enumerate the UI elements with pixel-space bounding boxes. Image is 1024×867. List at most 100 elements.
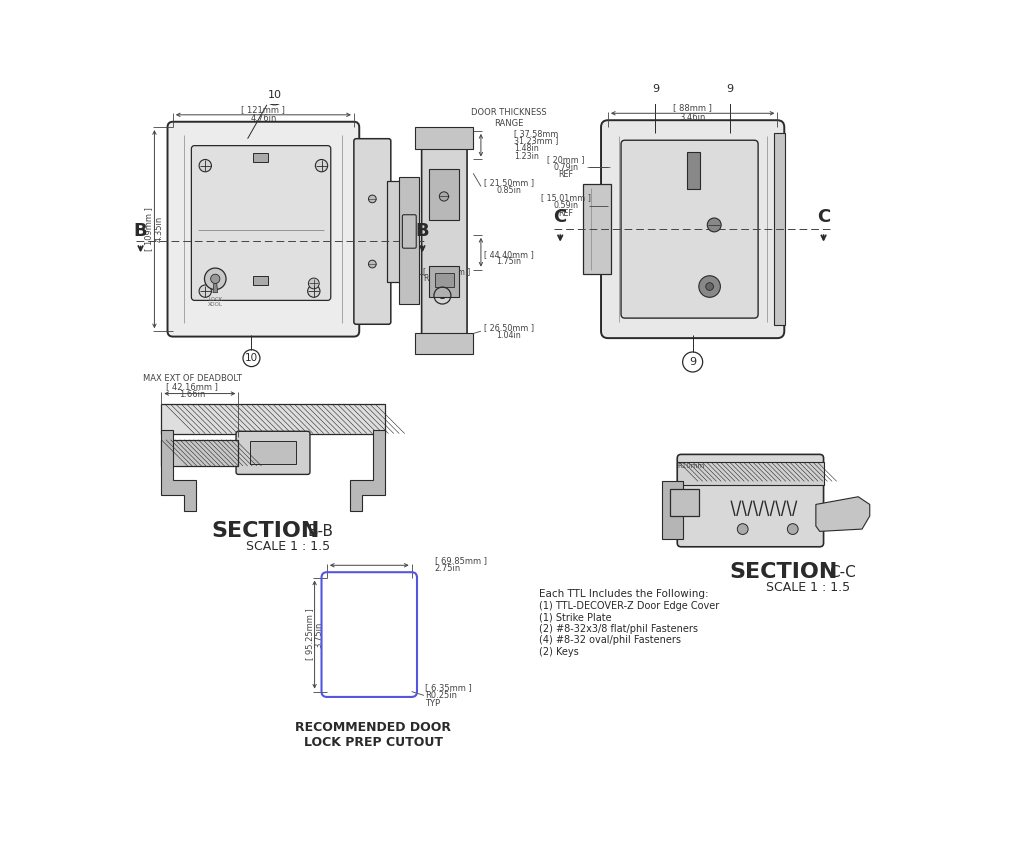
Text: C-C: C-C xyxy=(829,564,856,580)
Bar xyxy=(774,134,785,325)
Bar xyxy=(250,441,296,465)
Text: [ 15.01mm ]: [ 15.01mm ] xyxy=(541,193,591,203)
Text: (4) #8-32 oval/phil Fasteners: (4) #8-32 oval/phil Fasteners xyxy=(539,636,681,645)
Text: 2.75in: 2.75in xyxy=(435,564,461,573)
Text: 3.75in: 3.75in xyxy=(314,622,324,648)
Text: [ 109mm ]: [ 109mm ] xyxy=(144,207,154,251)
Text: 0.79in: 0.79in xyxy=(553,163,579,172)
Bar xyxy=(416,333,473,355)
Text: SCALE 1 : 1.5: SCALE 1 : 1.5 xyxy=(766,581,850,594)
Text: 9: 9 xyxy=(689,357,696,367)
Polygon shape xyxy=(213,284,217,293)
Text: SCALE 1 : 1.5: SCALE 1 : 1.5 xyxy=(247,540,331,553)
Text: 10: 10 xyxy=(267,90,282,100)
FancyBboxPatch shape xyxy=(422,130,467,351)
Text: 4.76in: 4.76in xyxy=(250,114,276,123)
Text: 1.66in: 1.66in xyxy=(179,390,206,399)
Text: B-B: B-B xyxy=(308,524,334,539)
Text: 1.23in: 1.23in xyxy=(514,152,539,161)
Circle shape xyxy=(211,274,220,284)
FancyBboxPatch shape xyxy=(237,431,310,474)
Text: 1.04in: 1.04in xyxy=(497,330,521,340)
Text: [ 95.25mm ]: [ 95.25mm ] xyxy=(305,609,314,661)
Text: 0.59in: 0.59in xyxy=(553,201,579,210)
Text: R10mm: R10mm xyxy=(677,463,705,469)
Text: 9: 9 xyxy=(726,83,733,94)
Text: [ 15.50mm ]: [ 15.50mm ] xyxy=(423,267,470,276)
Circle shape xyxy=(315,160,328,172)
Text: Each TTL Includes the Following:: Each TTL Includes the Following: xyxy=(539,590,709,599)
Text: (1) TTL-DECOVER-Z Door Edge Cover: (1) TTL-DECOVER-Z Door Edge Cover xyxy=(539,601,719,610)
Bar xyxy=(677,462,823,486)
Text: [ 6.35mm ]: [ 6.35mm ] xyxy=(425,683,472,692)
Text: R0.49in: R0.49in xyxy=(423,274,453,283)
Circle shape xyxy=(199,160,211,172)
Text: 0.85in: 0.85in xyxy=(497,186,521,195)
Circle shape xyxy=(708,218,721,231)
Text: [ 69.85mm ]: [ 69.85mm ] xyxy=(435,556,486,565)
Bar xyxy=(435,273,454,287)
Bar xyxy=(584,185,611,274)
Bar xyxy=(387,181,409,282)
Text: [ 44.40mm ]: [ 44.40mm ] xyxy=(483,250,534,258)
Text: [ 21.50mm ]: [ 21.50mm ] xyxy=(483,178,534,187)
Text: C: C xyxy=(817,208,830,225)
Text: TYP: TYP xyxy=(425,699,440,707)
Text: [ 88mm ]: [ 88mm ] xyxy=(673,103,712,113)
Circle shape xyxy=(737,524,749,534)
Bar xyxy=(686,152,700,189)
Circle shape xyxy=(307,285,319,297)
Text: 4.35in: 4.35in xyxy=(155,216,164,242)
Text: 9: 9 xyxy=(652,83,659,94)
Bar xyxy=(429,169,460,219)
FancyBboxPatch shape xyxy=(402,215,416,248)
Text: [ 26.50mm ]: [ 26.50mm ] xyxy=(483,323,534,332)
Circle shape xyxy=(369,195,376,203)
Circle shape xyxy=(308,278,319,289)
Text: SECTION: SECTION xyxy=(729,562,838,583)
Bar xyxy=(253,276,268,285)
Text: [ 42.16mm ]: [ 42.16mm ] xyxy=(166,382,218,391)
Circle shape xyxy=(369,260,376,268)
Text: REF: REF xyxy=(558,209,573,218)
Text: (2) Keys: (2) Keys xyxy=(539,647,579,657)
Text: (2) #8-32x3/8 flat/phil Fasteners: (2) #8-32x3/8 flat/phil Fasteners xyxy=(539,623,697,634)
Text: DOOR THICKNESS
RANGE: DOOR THICKNESS RANGE xyxy=(471,108,547,127)
Text: 10: 10 xyxy=(245,353,258,363)
Bar xyxy=(662,481,683,539)
Text: 31.23mm ]: 31.23mm ] xyxy=(514,136,558,146)
Text: 1.75in: 1.75in xyxy=(497,257,521,266)
Bar xyxy=(416,127,473,149)
Text: R0.25in: R0.25in xyxy=(425,691,458,700)
Text: (1) Strike Plate: (1) Strike Plate xyxy=(539,612,611,623)
Text: LOCK
XOOL: LOCK XOOL xyxy=(208,297,222,307)
Bar xyxy=(162,440,239,466)
Text: SECTION: SECTION xyxy=(211,521,319,541)
Text: C: C xyxy=(554,208,567,225)
Text: B: B xyxy=(416,222,429,239)
Circle shape xyxy=(439,192,449,201)
Polygon shape xyxy=(162,430,196,511)
Bar xyxy=(162,404,385,434)
Text: [ 20mm ]: [ 20mm ] xyxy=(547,155,585,164)
Text: [ 121mm ]: [ 121mm ] xyxy=(242,105,286,114)
Circle shape xyxy=(199,285,211,297)
FancyBboxPatch shape xyxy=(168,121,359,336)
Text: REF: REF xyxy=(558,171,573,179)
Polygon shape xyxy=(816,497,869,531)
FancyBboxPatch shape xyxy=(621,140,758,318)
FancyBboxPatch shape xyxy=(191,146,331,300)
Bar xyxy=(398,177,419,304)
Bar xyxy=(670,489,698,516)
FancyBboxPatch shape xyxy=(677,454,823,547)
Circle shape xyxy=(706,283,714,290)
Polygon shape xyxy=(350,430,385,511)
Text: [ 37.58mm: [ 37.58mm xyxy=(514,129,558,138)
Circle shape xyxy=(787,524,798,534)
Text: MAX EXT OF DEADBOLT: MAX EXT OF DEADBOLT xyxy=(142,374,242,382)
Text: RECOMMENDED DOOR
LOCK PREP CUTOUT: RECOMMENDED DOOR LOCK PREP CUTOUT xyxy=(295,720,452,749)
Bar xyxy=(253,153,268,162)
FancyBboxPatch shape xyxy=(601,121,784,338)
Circle shape xyxy=(205,268,226,290)
Text: B: B xyxy=(134,222,147,239)
